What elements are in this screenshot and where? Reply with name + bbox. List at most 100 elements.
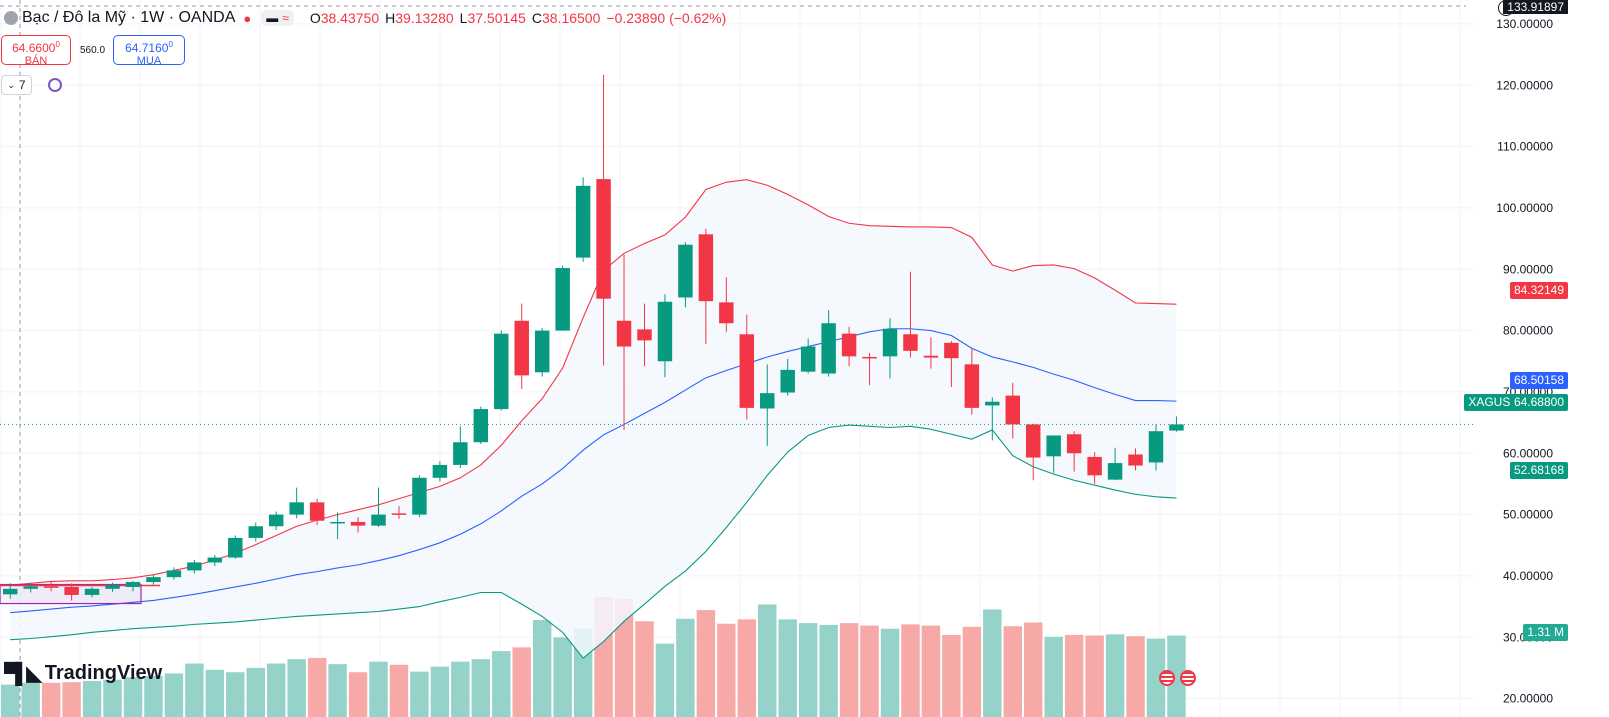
candle-body — [453, 442, 468, 465]
candle-body — [473, 409, 489, 443]
candle-body — [64, 586, 79, 595]
volume-bar — [983, 609, 1002, 717]
volume-bar — [1, 684, 20, 717]
candle-body — [1026, 424, 1041, 458]
volume-bar — [1044, 636, 1063, 717]
ohlc-low: 37.50145 — [467, 10, 526, 26]
candle-body — [146, 577, 161, 583]
volume-bar — [512, 647, 531, 717]
y-axis-tick-label: 100.00000 — [1496, 201, 1553, 215]
chevron-down-icon: ⌄ — [7, 79, 15, 90]
candle-body — [760, 393, 775, 409]
candle-body — [248, 526, 263, 538]
us-flag-icon[interactable] — [1180, 670, 1196, 686]
bollinger-lower-line — [10, 424, 1177, 659]
candle-body — [841, 333, 857, 357]
volume-bar — [369, 661, 388, 717]
buy-button[interactable]: 64.71600 MUA — [113, 35, 185, 67]
volume-bar — [164, 673, 184, 717]
candle-body — [84, 588, 100, 595]
legend-toggle[interactable]: ▬ ≈ — [261, 10, 294, 26]
bollinger-basis-line — [10, 328, 1177, 614]
crosshair-price-label: 133.91897 — [1503, 0, 1568, 14]
volume-bar — [21, 682, 40, 717]
candle-body — [268, 514, 284, 527]
y-axis-tick-label: 50.00000 — [1503, 508, 1553, 522]
volume-bar — [226, 672, 245, 717]
candle-body — [698, 234, 714, 302]
y-axis-tick-label: 80.00000 — [1503, 324, 1553, 338]
volume-bar — [778, 619, 797, 717]
volume-bar — [1146, 638, 1166, 717]
candle-body — [309, 502, 325, 521]
sync-icon[interactable] — [48, 78, 62, 92]
candle-body — [432, 464, 448, 478]
volume-bar — [717, 623, 736, 717]
candle-body — [780, 369, 795, 393]
candle-body — [985, 401, 1000, 406]
volume-bar — [1024, 622, 1043, 717]
wave-icon: ≈ — [282, 11, 289, 25]
candle-body — [187, 562, 202, 571]
volume-bar — [921, 625, 941, 717]
volume-bar — [185, 663, 204, 717]
candle-body — [207, 557, 223, 563]
y-axis-tick-label: 90.00000 — [1503, 262, 1553, 276]
volume-tag: 1.31 M — [1523, 624, 1568, 641]
candle-body — [944, 342, 959, 359]
candle-body — [678, 244, 693, 298]
bollinger-upper-line — [10, 179, 1177, 586]
us-flag-icon[interactable] — [1159, 670, 1175, 686]
candle-body — [3, 588, 18, 595]
indicators-toggle[interactable]: ⌄ 7 — [1, 75, 32, 95]
volume-bar — [492, 651, 511, 717]
candle-body — [105, 585, 120, 589]
candle-body — [1107, 463, 1123, 480]
last-price-tag: 64.68800 — [1509, 394, 1568, 411]
ohlc-close: 38.16500 — [541, 10, 601, 26]
volume-bar — [348, 672, 368, 717]
candle-body — [534, 330, 550, 373]
bb-upper-tag: 84.32149 — [1509, 282, 1568, 299]
candle-body — [903, 334, 918, 351]
candle-body — [330, 521, 345, 524]
candle-body — [862, 356, 877, 359]
candle-body — [637, 329, 652, 341]
volume-bar — [1003, 626, 1022, 717]
volume-bar — [266, 663, 286, 717]
volume-bar — [205, 669, 225, 717]
candle-body — [1169, 424, 1184, 431]
candle-body — [800, 346, 816, 372]
symbol-tag: XAGUSD — [1464, 394, 1523, 411]
candle-body — [821, 323, 836, 374]
alert-dot-icon: ● — [243, 10, 252, 26]
candle-body — [882, 328, 898, 357]
tradingview-icon: ▀▌◣ — [4, 663, 42, 685]
sell-button[interactable]: 64.66000 BÁN — [1, 35, 71, 67]
volume-bar — [860, 625, 879, 717]
volume-bar — [696, 610, 716, 717]
volume-bar — [798, 623, 818, 717]
volume-bar — [901, 624, 920, 717]
candle-body — [1128, 454, 1143, 466]
tradingview-logo[interactable]: ▀▌◣ TradingView — [4, 661, 162, 686]
volume-bar — [1167, 635, 1186, 717]
volume-bar — [471, 659, 491, 717]
candle-body — [555, 268, 570, 331]
symbol-title[interactable]: Bạc / Đô la Mỹ · 1W · OANDA — [22, 9, 236, 26]
volume-bar — [451, 661, 470, 717]
candle-body — [1148, 431, 1164, 463]
brand-name: TradingView — [44, 662, 163, 684]
candle-body — [575, 185, 591, 258]
candle-body — [125, 582, 141, 587]
candle-body — [923, 355, 939, 358]
y-axis-tick-label: 130.00000 — [1496, 17, 1553, 31]
y-axis-tick-label: 60.00000 — [1503, 446, 1553, 460]
volume-bar — [410, 671, 429, 717]
volume-bar — [962, 626, 982, 717]
volume-bar — [41, 682, 61, 717]
sell-price: 64.6600 — [12, 41, 56, 55]
candle-body — [1046, 435, 1061, 457]
candle-body — [350, 521, 366, 526]
